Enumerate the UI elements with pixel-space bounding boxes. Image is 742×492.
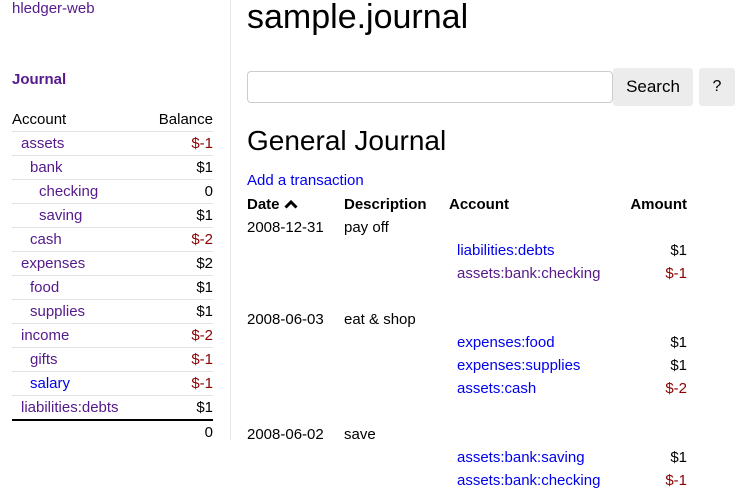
journal-link[interactable]: Journal [12,71,67,88]
help-button[interactable]: ? [699,68,735,106]
total-balance: 0 [145,419,213,444]
account-balance: $1 [145,155,213,180]
balance-header: Balance [158,111,213,128]
posting-amount: $1 [670,334,687,351]
account-row: liabilities:debts $1 [12,395,213,420]
account-link[interactable]: food [30,279,60,296]
posting-account-link[interactable]: assets:bank:checking [457,265,601,282]
posting-account-link[interactable]: assets:bank:saving [457,449,585,466]
account-link[interactable]: liabilities:debts [21,399,119,416]
account-balance: $1 [145,395,213,420]
posting-account-link[interactable]: expenses:food [457,334,555,351]
posting-row: assets:bank:checking $-1 [247,262,687,285]
accounts-table: Account Balance assets $-1 bank $1 checkin… [12,108,213,444]
account-row: food $1 [12,275,213,300]
account-balance: $-2 [145,323,213,348]
account-row: income $-2 [12,323,213,348]
transaction-description: save [344,426,376,443]
posting-amount: $1 [670,449,687,466]
account-balance: 0 [145,179,213,204]
transaction-date: 2008-12-31 [247,219,324,236]
account-link[interactable]: cash [30,231,62,248]
posting-account-link[interactable]: expenses:supplies [457,357,581,374]
account-row: bank $1 [12,155,213,180]
account-balance: $1 [145,203,213,228]
account-balance: $1 [145,275,213,300]
posting-row: assets:cash $-2 [247,377,687,400]
sidebar: hledger-web Journal Account Balance asse… [0,0,231,444]
account-column-header: Account [449,196,509,213]
journal-table: Date Description Account Amount 2008-12-… [247,193,687,492]
account-link[interactable]: bank [30,159,63,176]
posting-account-link[interactable]: assets:cash [457,380,537,397]
account-balance: $-1 [145,347,213,372]
account-balance: $-1 [145,371,213,396]
journal-title: General Journal [247,125,447,156]
account-row: supplies $1 [12,299,213,324]
description-column-header: Description [344,196,427,213]
transaction-row[interactable]: 2008-06-02 save [247,423,687,446]
account-balance: $2 [145,251,213,276]
add-transaction-link[interactable]: Add a transaction [247,172,364,189]
chevron-up-icon [284,199,298,209]
date-header-label: Date [247,196,280,213]
account-link[interactable]: saving [39,207,83,224]
account-link[interactable]: supplies [30,303,86,320]
search-button[interactable]: Search [613,68,693,106]
account-row: expenses $2 [12,251,213,276]
posting-row: assets:bank:saving $1 [247,446,687,469]
account-row: gifts $-1 [12,347,213,372]
account-balance: $1 [145,299,213,324]
posting-row: liabilities:debts $1 [247,239,687,262]
account-row: assets $-1 [12,131,213,156]
posting-amount: $-1 [665,265,687,282]
account-row: cash $-2 [12,227,213,252]
transaction-date: 2008-06-02 [247,426,324,443]
account-row: saving $1 [12,203,213,228]
posting-row: expenses:food $1 [247,331,687,354]
amount-column-header: Amount [630,196,687,213]
account-row: checking 0 [12,179,213,204]
transaction-description: pay off [344,219,389,236]
posting-amount: $1 [670,357,687,374]
account-link[interactable]: assets [21,135,65,152]
transaction-date: 2008-06-03 [247,311,324,328]
account-balance: $-2 [145,227,213,252]
account-link[interactable]: expenses [21,255,86,272]
account-link[interactable]: income [21,327,70,344]
posting-amount: $-2 [665,380,687,397]
account-link[interactable]: gifts [30,351,58,368]
account-row: salary $-1 [12,371,213,396]
search-input[interactable] [247,71,613,103]
brand-link[interactable]: hledger-web [12,0,95,17]
account-link[interactable]: checking [39,183,99,200]
posting-amount: $1 [670,242,687,259]
date-column-header[interactable]: Date [247,193,344,216]
account-header: Account [12,111,67,128]
account-balance: $-1 [145,131,213,156]
transaction-row[interactable]: 2008-12-31 pay off [247,216,687,239]
transaction-description: eat & shop [344,311,416,328]
page-title: sample.journal [247,0,469,36]
transaction-row[interactable]: 2008-06-03 eat & shop [247,308,687,331]
account-link[interactable]: salary [30,375,71,392]
posting-account-link[interactable]: liabilities:debts [457,242,555,259]
posting-row: expenses:supplies $1 [247,354,687,377]
